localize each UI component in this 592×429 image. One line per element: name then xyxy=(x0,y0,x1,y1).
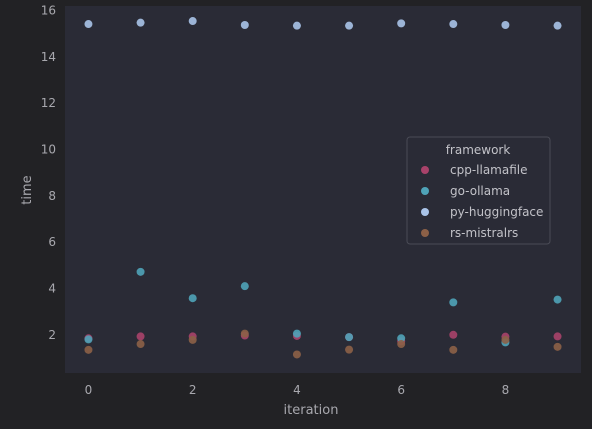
series-py-huggingface xyxy=(84,17,562,30)
series-rs-mistralrs xyxy=(84,329,562,359)
legend-label: go-ollama xyxy=(450,184,510,198)
x-tick-label: 0 xyxy=(85,383,93,397)
data-point xyxy=(553,21,562,30)
data-point xyxy=(240,329,249,338)
x-tick-label: 8 xyxy=(502,383,510,397)
y-tick-label: 14 xyxy=(41,50,56,64)
legend-label: rs-mistralrs xyxy=(450,226,518,240)
y-tick-label: 2 xyxy=(48,328,56,342)
data-point xyxy=(397,334,406,343)
data-point xyxy=(136,267,145,276)
data-point xyxy=(449,298,458,307)
data-point xyxy=(188,294,197,303)
data-point xyxy=(553,342,562,351)
data-point xyxy=(136,340,145,349)
data-point xyxy=(345,345,354,354)
data-point xyxy=(449,20,458,29)
legend: framework cpp-llamafile go-ollama py-huggi… xyxy=(406,136,551,245)
data-points xyxy=(84,17,562,359)
data-point xyxy=(449,330,458,339)
data-point xyxy=(397,19,406,28)
data-point xyxy=(84,335,93,344)
data-point xyxy=(136,332,145,341)
legend-title: framework xyxy=(446,143,511,157)
legend-marker xyxy=(421,166,429,174)
legend-marker xyxy=(421,187,429,195)
y-tick-label: 4 xyxy=(48,281,56,295)
data-point xyxy=(240,282,249,291)
data-point xyxy=(449,345,458,354)
y-axis-ticks: 2 4 6 8 10 12 14 16 xyxy=(41,4,56,342)
legend-label: cpp-llamafile xyxy=(450,163,528,177)
data-point xyxy=(501,335,510,344)
y-tick-label: 8 xyxy=(48,189,56,203)
legend-box xyxy=(406,136,551,245)
data-point xyxy=(188,335,197,344)
legend-label: py-huggingface xyxy=(450,205,543,219)
y-tick-label: 16 xyxy=(41,4,56,18)
data-point xyxy=(136,18,145,27)
data-point xyxy=(397,340,406,349)
x-axis-label: iteration xyxy=(284,403,339,418)
y-axis-label: time xyxy=(20,175,35,204)
y-tick-label: 12 xyxy=(41,96,56,110)
x-tick-label: 4 xyxy=(293,383,301,397)
data-point xyxy=(553,295,562,304)
y-tick-label: 10 xyxy=(41,143,56,157)
data-point xyxy=(292,350,301,359)
data-point xyxy=(84,345,93,354)
data-point xyxy=(292,21,301,30)
x-axis-ticks: 0 2 4 6 8 xyxy=(85,383,510,397)
x-tick-label: 2 xyxy=(189,383,197,397)
data-point xyxy=(553,332,562,341)
data-point xyxy=(240,20,249,29)
y-tick-label: 6 xyxy=(48,235,56,249)
data-point xyxy=(345,21,354,30)
x-tick-label: 6 xyxy=(397,383,405,397)
data-point xyxy=(345,333,354,342)
data-point xyxy=(84,20,93,29)
legend-items: cpp-llamafile go-ollama py-huggingface rs-m… xyxy=(421,163,543,240)
data-point xyxy=(188,17,197,26)
legend-marker xyxy=(421,208,429,216)
data-point xyxy=(292,329,301,338)
legend-marker xyxy=(421,229,429,237)
data-point xyxy=(501,20,510,29)
